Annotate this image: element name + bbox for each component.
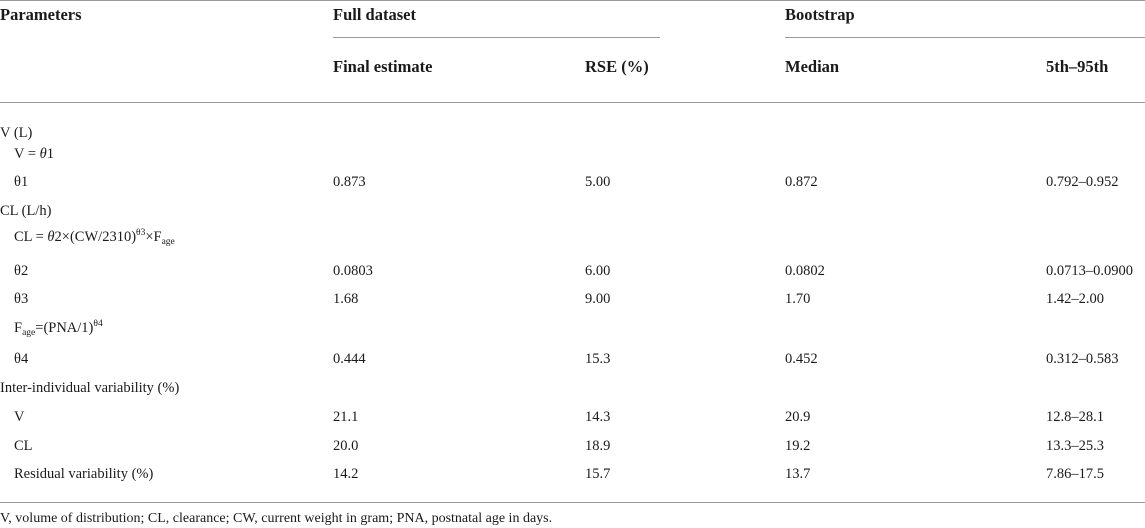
theta3-rse: 9.00 (585, 291, 611, 307)
header-median: Median (785, 57, 840, 76)
iiv-v-final: 21.1 (333, 409, 359, 425)
theta2-pct: 0.0713–0.0900 (1046, 263, 1133, 279)
theta4-final: 0.444 (333, 351, 366, 367)
iiv-v-median: 20.9 (785, 409, 811, 425)
v-equation-prefix: V = (14, 146, 40, 162)
iiv-cl-final: 20.0 (333, 438, 359, 454)
iiv-cl-pct: 13.3–25.3 (1046, 438, 1104, 454)
iiv-v-pct: 12.8–28.1 (1046, 409, 1104, 425)
full-dataset-group-rule (333, 37, 660, 38)
theta3-final: 1.68 (333, 291, 359, 307)
theta3-label: θ3 (14, 291, 29, 307)
table-top-rule (0, 0, 1145, 1)
v-equation: V = θ1 (14, 145, 54, 163)
table-bottom-rule (0, 502, 1145, 503)
section-cl: CL (L/h) (0, 203, 52, 219)
header-bottom-rule (0, 102, 1145, 103)
theta4-pct: 0.312–0.583 (1046, 351, 1119, 367)
cl-eq-a: CL = (14, 229, 48, 245)
v-equation-num: 1 (46, 146, 55, 162)
header-full-dataset: Full dataset (333, 5, 416, 24)
residual-final: 14.2 (333, 466, 359, 482)
theta3-pct: 1.42–2.00 (1046, 291, 1104, 307)
theta1-label: θ1 (14, 174, 29, 190)
header-final-estimate: Final estimate (333, 57, 433, 76)
fage-eq-sub: age (22, 328, 36, 338)
residual-median: 13.7 (785, 466, 811, 482)
iiv-cl-median: 19.2 (785, 438, 811, 454)
iiv-v-label: V (14, 409, 25, 425)
fage-eq-sup: θ4 (93, 319, 103, 329)
theta3-median: 1.70 (785, 291, 811, 307)
theta1-final: 0.873 (333, 174, 366, 190)
theta2-final: 0.0803 (333, 263, 373, 279)
theta1-rse: 5.00 (585, 174, 611, 190)
section-iiv: Inter-individual variability (%) (0, 380, 180, 396)
theta4-label: θ4 (14, 351, 29, 367)
theta4-median: 0.452 (785, 351, 818, 367)
cl-eq-theta: θ (47, 229, 55, 245)
theta2-median: 0.0802 (785, 263, 825, 279)
residual-label: Residual variability (%) (14, 466, 154, 482)
fage-eq-a: F (14, 320, 23, 336)
cl-eq-b: 2×(CW/2310) (54, 229, 137, 245)
section-v: V (L) (0, 125, 33, 141)
theta1-median: 0.872 (785, 174, 818, 190)
iiv-v-rse: 14.3 (585, 409, 611, 425)
theta1-pct: 0.792–0.952 (1046, 174, 1119, 190)
v-equation-theta: θ (39, 146, 47, 162)
theta4-rse: 15.3 (585, 351, 611, 367)
cl-equation: CL = θ2×(CW/2310)θ3×Fage (14, 228, 175, 247)
cl-eq-c: ×F (145, 229, 162, 245)
table-footnote: V, volume of distribution; CL, clearance… (0, 511, 553, 526)
residual-rse: 15.7 (585, 466, 611, 482)
fage-equation: Fage=(PNA/1)θ4 (14, 319, 103, 338)
header-rse: RSE (%) (585, 57, 649, 76)
residual-pct: 7.86–17.5 (1046, 466, 1104, 482)
bootstrap-group-rule (785, 37, 1145, 38)
theta2-label: θ2 (14, 263, 29, 279)
header-percentile: 5th–95th (1046, 57, 1109, 76)
cl-eq-sup: θ3 (136, 228, 146, 238)
theta2-rse: 6.00 (585, 263, 611, 279)
header-parameters: Parameters (0, 5, 82, 24)
header-bootstrap: Bootstrap (785, 5, 855, 24)
cl-eq-sub: age (161, 237, 175, 247)
iiv-cl-rse: 18.9 (585, 438, 611, 454)
fage-eq-b: =(PNA/1) (35, 320, 94, 336)
iiv-cl-label: CL (14, 438, 33, 454)
